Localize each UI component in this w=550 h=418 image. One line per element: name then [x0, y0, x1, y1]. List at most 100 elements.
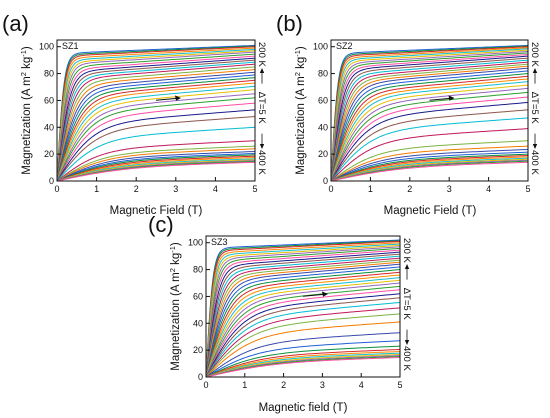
- series-line: [206, 263, 400, 377]
- direction-arrow: [302, 293, 326, 297]
- series-line: [57, 140, 255, 181]
- series-line: [206, 259, 400, 377]
- series-line: [57, 150, 255, 181]
- y-tick-label: 0: [49, 176, 54, 186]
- y-axis-title: Magnetization (A m2 kg-1): [168, 242, 183, 371]
- chart-panel-2: (b) 0 1 2 3 4 5 0 20 40 60 80 100 Magnetic Field (T) M…: [276, 11, 540, 217]
- temp-arrow-head: [259, 68, 265, 73]
- series-line: [206, 356, 400, 377]
- x-tick-label: 5: [252, 184, 257, 194]
- x-tick-label: 4: [486, 184, 491, 194]
- series-line: [57, 47, 255, 181]
- temp-arrow-head: [532, 68, 538, 73]
- series-line: [57, 89, 255, 181]
- series-line: [331, 161, 528, 181]
- temp-arrow-head: [404, 339, 410, 345]
- y-tick-label: 20: [44, 149, 54, 159]
- series-line: [331, 65, 528, 181]
- x-tick-label: 0: [54, 184, 59, 194]
- series-line: [57, 145, 255, 181]
- x-tick-label: 1: [368, 184, 373, 194]
- series-line: [206, 269, 400, 377]
- series-line: [331, 101, 528, 181]
- series-line: [57, 46, 255, 181]
- x-tick-label: 4: [359, 380, 364, 390]
- series-line: [57, 102, 255, 181]
- x-axis-title: Magnetic field (T): [259, 402, 348, 414]
- series-line: [331, 47, 528, 181]
- temp-step-label: ΔT=5 K: [401, 288, 412, 321]
- y-tick-label: 40: [318, 122, 328, 132]
- series-line: [57, 45, 255, 181]
- temp-step-label: ΔT=5 K: [529, 92, 540, 125]
- series-line: [206, 249, 400, 377]
- x-tick-label: 5: [525, 184, 530, 194]
- series-line: [57, 161, 255, 181]
- series-line: [331, 57, 528, 181]
- series-line: [331, 54, 528, 181]
- y-axis-text: ): [21, 46, 33, 50]
- series-line: [331, 45, 528, 181]
- series-line: [331, 75, 528, 181]
- series-line: [206, 293, 400, 377]
- series-line: [206, 301, 400, 377]
- temp-step-label: ΔT=5 K: [256, 92, 267, 125]
- temp-arrow-head: [404, 264, 410, 269]
- y-axis-text: ): [295, 46, 307, 50]
- series-line: [331, 140, 528, 181]
- series-line: [57, 69, 255, 181]
- series-line: [57, 66, 255, 181]
- series-line: [206, 282, 400, 377]
- sample-label: SZ2: [336, 41, 353, 51]
- panel-label: (b): [276, 11, 303, 36]
- panel-label: (c): [148, 212, 174, 237]
- direction-arrow-head: [322, 291, 328, 297]
- series-line: [206, 297, 400, 377]
- sample-label: SZ3: [211, 237, 228, 247]
- series-line: [206, 240, 400, 377]
- series-line: [57, 82, 255, 181]
- series-line: [331, 109, 528, 181]
- series-line: [331, 73, 528, 181]
- plot-frame: [330, 39, 529, 182]
- panel-label: (a): [2, 11, 29, 36]
- plot-frame: [205, 235, 401, 378]
- series-line: [57, 77, 255, 181]
- y-axis-text: kg: [295, 57, 307, 72]
- series-line: [206, 251, 400, 377]
- series-line: [331, 151, 528, 181]
- series-line: [331, 61, 528, 181]
- x-tick-label: 2: [134, 184, 139, 194]
- series-line: [206, 313, 400, 377]
- plot-frame: [56, 39, 256, 182]
- series-line: [331, 52, 528, 181]
- x-tick-label: 2: [281, 380, 286, 390]
- series-line: [206, 277, 400, 377]
- series-line: [206, 261, 400, 377]
- series-line: [57, 57, 255, 181]
- temp-arrow-head: [259, 143, 265, 149]
- series-line: [331, 91, 528, 181]
- series-line: [57, 61, 255, 181]
- series-line: [57, 93, 255, 181]
- series-line: [206, 239, 400, 377]
- series-line: [331, 87, 528, 181]
- x-tick-label: 3: [173, 184, 178, 194]
- series-line: [206, 279, 400, 377]
- temp-start-label: 200 K: [401, 238, 412, 263]
- x-tick-label: 2: [407, 184, 412, 194]
- y-tick-label: 80: [44, 69, 54, 79]
- series-line: [57, 48, 255, 181]
- y-axis-text: Magnetization (A m: [21, 76, 33, 174]
- series-line: [331, 117, 528, 181]
- series-line: [331, 78, 528, 181]
- series-group: [57, 44, 255, 181]
- series-line: [331, 128, 528, 181]
- series-line: [206, 289, 400, 377]
- series-line: [206, 242, 400, 377]
- series-line: [331, 148, 528, 181]
- y-axis-superscript: -1: [293, 50, 302, 57]
- y-tick-label: 100: [188, 238, 203, 248]
- y-tick-label: 100: [39, 42, 54, 52]
